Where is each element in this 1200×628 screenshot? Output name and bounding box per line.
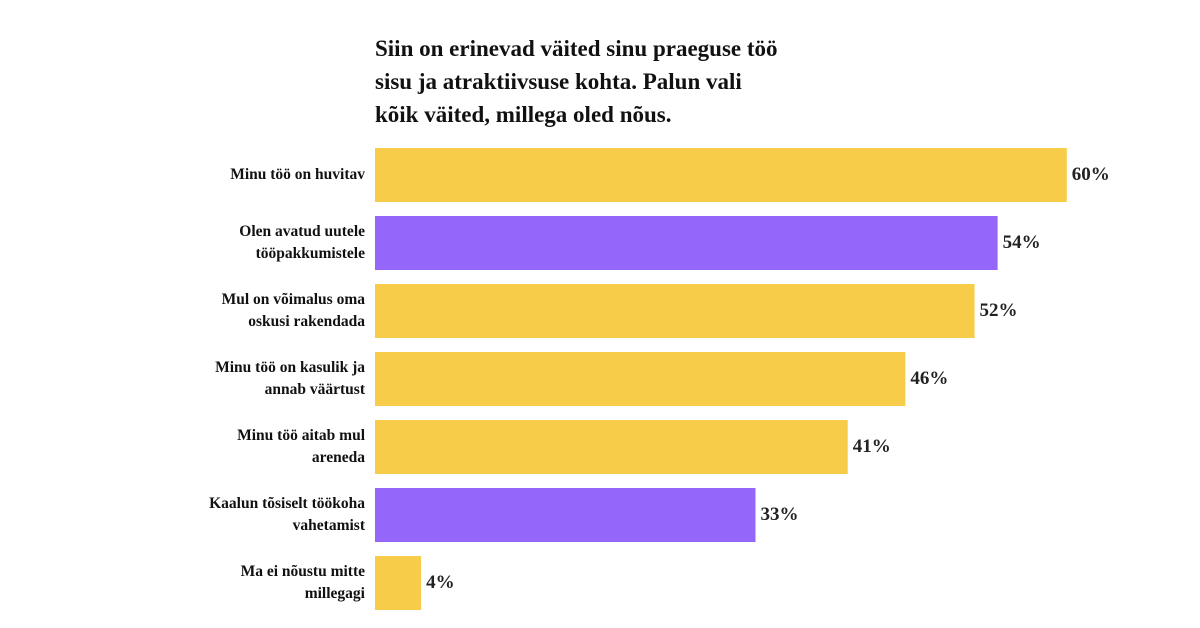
value-label: 54% bbox=[1002, 232, 1041, 253]
category-label: Ma ei nõustu mitte millegagi bbox=[240, 563, 365, 602]
value-label: 33% bbox=[760, 504, 799, 525]
bar bbox=[375, 284, 975, 338]
value-label: 52% bbox=[979, 300, 1018, 321]
bar bbox=[375, 488, 756, 542]
bar bbox=[375, 148, 1067, 202]
category-label: Kaalun tõsiselt töökoha vahetamist bbox=[209, 495, 365, 534]
value-label: 60% bbox=[1071, 164, 1110, 185]
category-label: Minu töö on huvitav bbox=[230, 166, 365, 183]
category-label: Minu töö aitab mul areneda bbox=[237, 427, 365, 466]
category-label: Olen avatud uutele tööpakkumistele bbox=[239, 223, 365, 262]
category-label: Minu töö on kasulik ja annab väärtust bbox=[215, 359, 365, 398]
bar bbox=[375, 420, 848, 474]
value-label: 4% bbox=[426, 572, 455, 593]
category-label: Mul on võimalus oma oskusi rakendada bbox=[221, 291, 365, 330]
bar bbox=[375, 556, 422, 610]
chart-title: Siin on erinevad väited sinu praeguse tö… bbox=[375, 36, 778, 127]
value-label: 46% bbox=[910, 368, 949, 389]
bar bbox=[375, 352, 906, 406]
bar bbox=[375, 216, 998, 270]
value-label: 41% bbox=[852, 436, 891, 457]
